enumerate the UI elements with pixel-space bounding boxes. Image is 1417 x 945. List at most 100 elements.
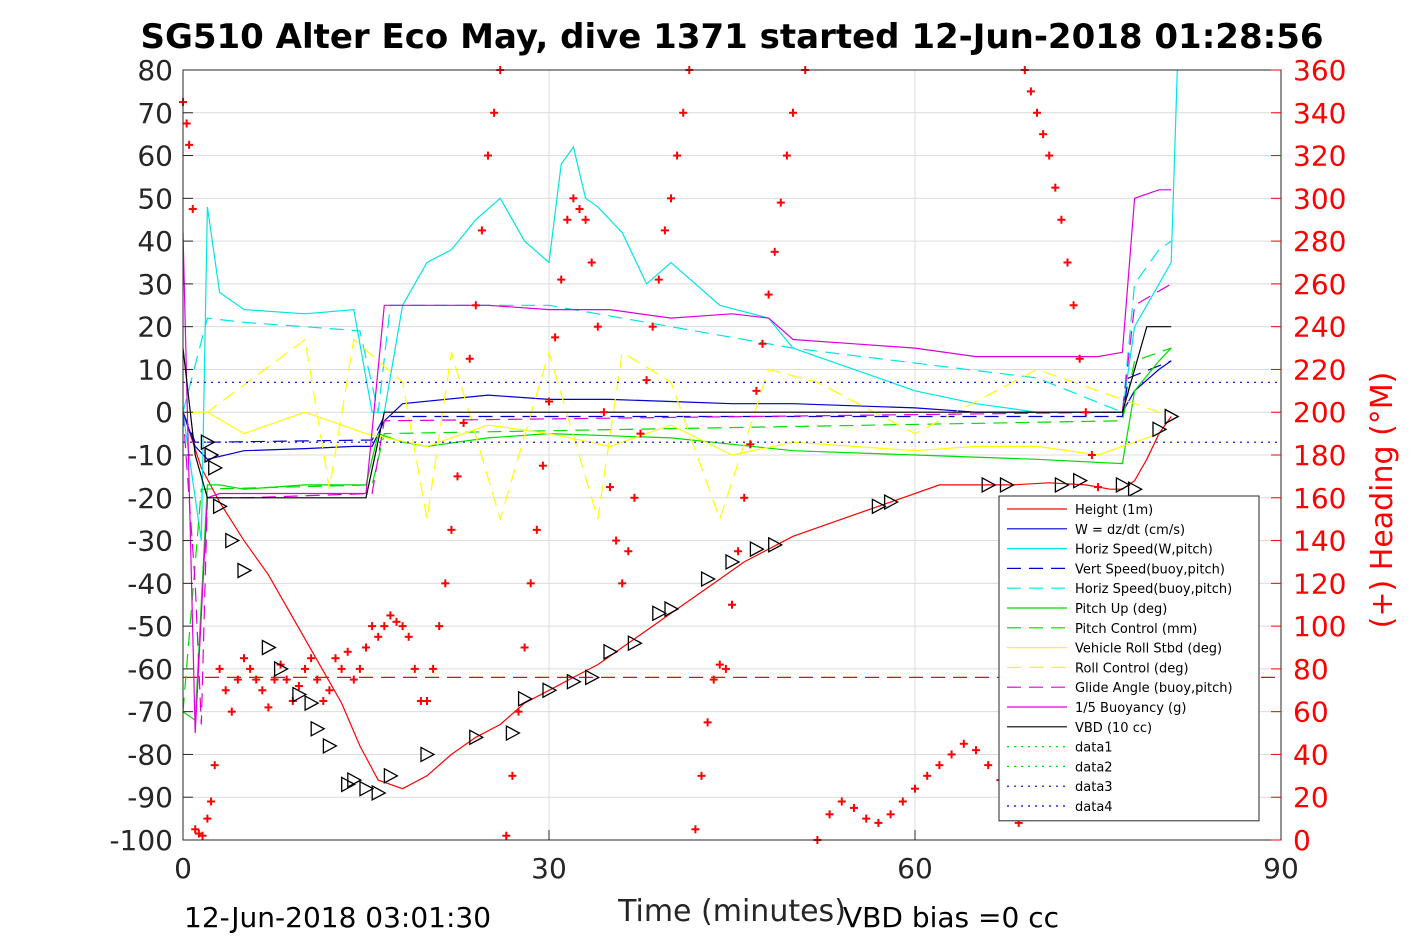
height-marker [1115, 476, 1131, 494]
x-tick-label-2: 60 [897, 852, 933, 885]
heading-point [612, 536, 621, 545]
heading-point [599, 408, 608, 417]
y-right-tick-label-16: 40 [1293, 738, 1329, 771]
heading-point [789, 108, 797, 117]
heading-point [465, 354, 474, 363]
height-marker [627, 635, 643, 652]
heading-point [764, 290, 773, 299]
heading-point [984, 761, 993, 770]
heading-point [673, 151, 682, 160]
y-right-tick-label-4: 280 [1293, 225, 1346, 258]
heading-point [270, 675, 279, 684]
legend-label-5: Pitch Up (deg) [1075, 602, 1167, 617]
heading-point [1026, 87, 1035, 96]
legend-label-1: W = dz/dt (cm/s) [1075, 523, 1185, 538]
series-pitch-control-mm [182, 347, 1172, 712]
heading-point [514, 707, 523, 716]
heading-point [1051, 183, 1060, 192]
heading-point [850, 803, 858, 812]
legend-label-4: Horiz Speed(buoy,pitch) [1075, 582, 1232, 597]
heading-point [404, 632, 413, 641]
heading-point [233, 675, 242, 684]
heading-point [191, 825, 200, 834]
height-marker [200, 434, 216, 451]
y-right-tick-label-7: 220 [1293, 353, 1346, 386]
heading-point [502, 831, 511, 840]
y-tick-label-2: 60 [137, 140, 173, 173]
heading-point [825, 810, 834, 819]
y-right-tick-label-3: 300 [1293, 182, 1346, 215]
y-right-tick-label-14: 80 [1293, 653, 1329, 686]
heading-point [618, 579, 627, 588]
height-marker [981, 476, 997, 494]
heading-point [551, 333, 560, 342]
heading-point [362, 643, 370, 652]
heading-point [374, 632, 383, 641]
y-tick-label-6: 20 [137, 311, 173, 344]
heading-point [1057, 215, 1066, 224]
heading-point [325, 686, 334, 695]
heading-point [740, 493, 749, 502]
heading-point [886, 810, 895, 819]
heading-point [447, 525, 456, 534]
x-tick-label-3: 90 [1263, 852, 1299, 885]
height-marker [273, 660, 289, 677]
y-right-tick-label-18: 0 [1293, 824, 1311, 857]
y-tick-label-14: -60 [127, 653, 173, 686]
series-roll-control-deg [183, 338, 1160, 522]
heading-point [264, 703, 273, 712]
legend-label-3: Vert Speed(buoy,pitch) [1075, 562, 1225, 577]
heading-point [606, 483, 614, 492]
y-right-tick-label-2: 320 [1293, 140, 1346, 173]
y-tick-label-0: 80 [137, 54, 173, 87]
y-tick-label-4: 40 [137, 225, 173, 258]
heading-point [215, 664, 224, 673]
heading-point [935, 761, 944, 770]
height-marker [292, 686, 308, 703]
heading-point [721, 664, 730, 673]
heading-point [923, 771, 932, 780]
heading-point [1063, 258, 1072, 267]
height-marker [469, 729, 485, 746]
y-tick-label-13: -50 [127, 610, 173, 643]
height-marker [225, 532, 241, 549]
height-marker [566, 673, 582, 690]
y-tick-label-10: -20 [127, 482, 173, 515]
heading-point [1039, 130, 1048, 139]
height-marker [1054, 476, 1070, 494]
heading-point [429, 664, 438, 673]
heading-point [624, 547, 633, 556]
height-marker [1164, 408, 1180, 425]
heading-point [392, 617, 401, 626]
y-tick-label-18: -100 [109, 824, 173, 857]
x-tick-label-1: 30 [531, 852, 567, 885]
height-marker [208, 459, 224, 476]
y-right-tick-label-13: 100 [1293, 610, 1346, 643]
heading-point [313, 675, 322, 684]
heading-point [343, 647, 352, 656]
heading-point [715, 660, 724, 669]
heading-point [538, 461, 547, 470]
heading-point [959, 739, 968, 748]
heading-point [386, 611, 395, 620]
height-marker [768, 536, 784, 553]
heading-point [837, 797, 846, 806]
heading-point [227, 707, 236, 716]
y-tick-label-16: -80 [127, 738, 173, 771]
heading-point [636, 429, 645, 438]
height-marker [420, 746, 436, 763]
heading-point [776, 198, 785, 207]
heading-point [349, 675, 358, 684]
height-marker [585, 669, 601, 686]
y-right-tick-label-9: 180 [1293, 439, 1346, 472]
heading-point [398, 622, 407, 631]
heading-point [746, 440, 755, 449]
y-right-tick-label-15: 60 [1293, 696, 1329, 729]
legend-label-6: Pitch Control (mm) [1075, 622, 1197, 637]
heading-point [575, 205, 584, 214]
heading-point [282, 675, 291, 684]
height-marker [725, 553, 741, 571]
heading-point [660, 226, 669, 235]
heading-point [648, 322, 657, 331]
height-marker [1073, 472, 1089, 489]
